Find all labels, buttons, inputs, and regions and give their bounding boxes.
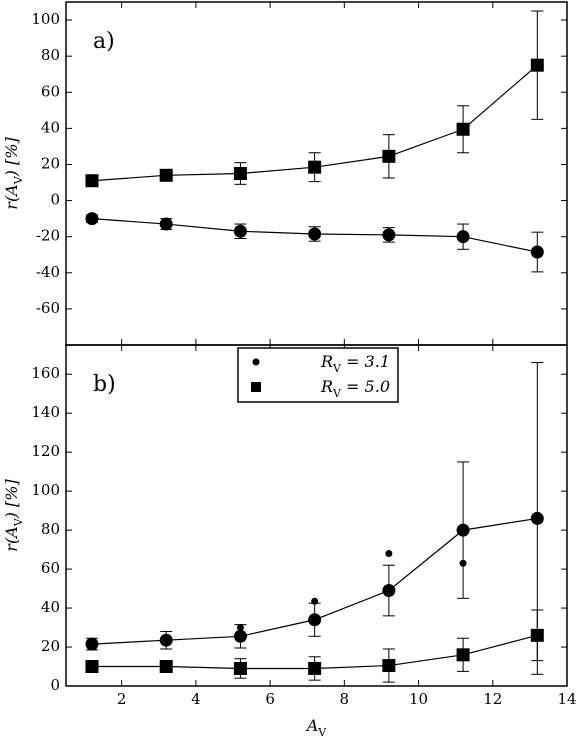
circle-marker — [308, 227, 322, 241]
square-marker — [456, 648, 470, 662]
x-axis-label: AV — [305, 716, 328, 736]
y-tick-label: 40 — [41, 118, 60, 136]
y-tick-label: 60 — [41, 82, 60, 100]
y-tick-label: 120 — [31, 442, 60, 460]
x-tick-label: 4 — [191, 690, 201, 708]
circle-marker — [85, 212, 99, 226]
circle-marker — [382, 228, 396, 242]
y-tick-label: -20 — [36, 227, 60, 245]
dot-marker — [311, 597, 319, 605]
legend-label: RV = 3.1 — [320, 352, 390, 375]
y-tick-label: 80 — [41, 520, 60, 538]
circle-marker — [456, 230, 470, 244]
square-marker — [85, 174, 99, 188]
square-marker — [530, 628, 544, 642]
legend-box — [237, 347, 399, 403]
panel-label: b) — [93, 372, 116, 397]
square-marker — [530, 58, 544, 72]
y-tick-label: 40 — [41, 598, 60, 616]
y-tick-label: 20 — [41, 154, 60, 172]
plot-area — [85, 362, 544, 683]
dot-marker — [162, 635, 170, 643]
y-tick-label: -60 — [36, 299, 60, 317]
dot-marker — [385, 549, 393, 557]
circle-marker — [233, 629, 247, 643]
legend-label: RV = 5.0 — [320, 377, 390, 400]
panel-label: a) — [93, 29, 115, 54]
circle-marker — [382, 584, 396, 598]
plot-frame — [65, 344, 568, 687]
square-marker — [456, 122, 470, 136]
legend-marker — [252, 358, 260, 366]
x-tick-label: 6 — [265, 690, 275, 708]
y-tick-label: 0 — [50, 191, 60, 209]
square-marker — [382, 149, 396, 163]
circle-marker — [530, 511, 544, 525]
dot-marker — [459, 559, 467, 567]
x-tick-label: 12 — [483, 690, 502, 708]
x-tick-label: 8 — [340, 690, 350, 708]
circle-marker — [159, 217, 173, 231]
y-tick-label: 60 — [41, 559, 60, 577]
square-marker — [233, 661, 247, 675]
y-axis-label: r(AV) [%] — [2, 137, 25, 210]
circle-marker — [530, 245, 544, 259]
circle-marker — [85, 637, 99, 651]
y-tick-label: 160 — [31, 364, 60, 382]
y-tick-label: 140 — [31, 403, 60, 421]
x-tick-label: 14 — [557, 690, 576, 708]
square-marker — [85, 660, 99, 674]
x-tick-label: 2 — [117, 690, 127, 708]
square-marker — [308, 661, 322, 675]
y-tick-label: 80 — [41, 46, 60, 64]
plot-area — [85, 10, 544, 273]
dot-marker — [236, 624, 244, 632]
circle-marker — [308, 613, 322, 627]
circle-marker — [233, 224, 247, 238]
square-marker — [159, 660, 173, 674]
circle-marker — [456, 523, 470, 537]
square-marker — [382, 659, 396, 673]
y-tick-label: 100 — [31, 10, 60, 28]
y-tick-label: -40 — [36, 263, 60, 281]
square-marker — [159, 168, 173, 182]
y-tick-label: 0 — [50, 676, 60, 694]
y-tick-label: 100 — [31, 481, 60, 499]
square-marker — [233, 167, 247, 180]
legend-marker — [251, 382, 261, 392]
x-tick-label: 10 — [409, 690, 428, 708]
square-marker — [308, 160, 322, 174]
y-axis-label: r(AV) [%] — [2, 479, 25, 552]
y-tick-label: 20 — [41, 637, 60, 655]
